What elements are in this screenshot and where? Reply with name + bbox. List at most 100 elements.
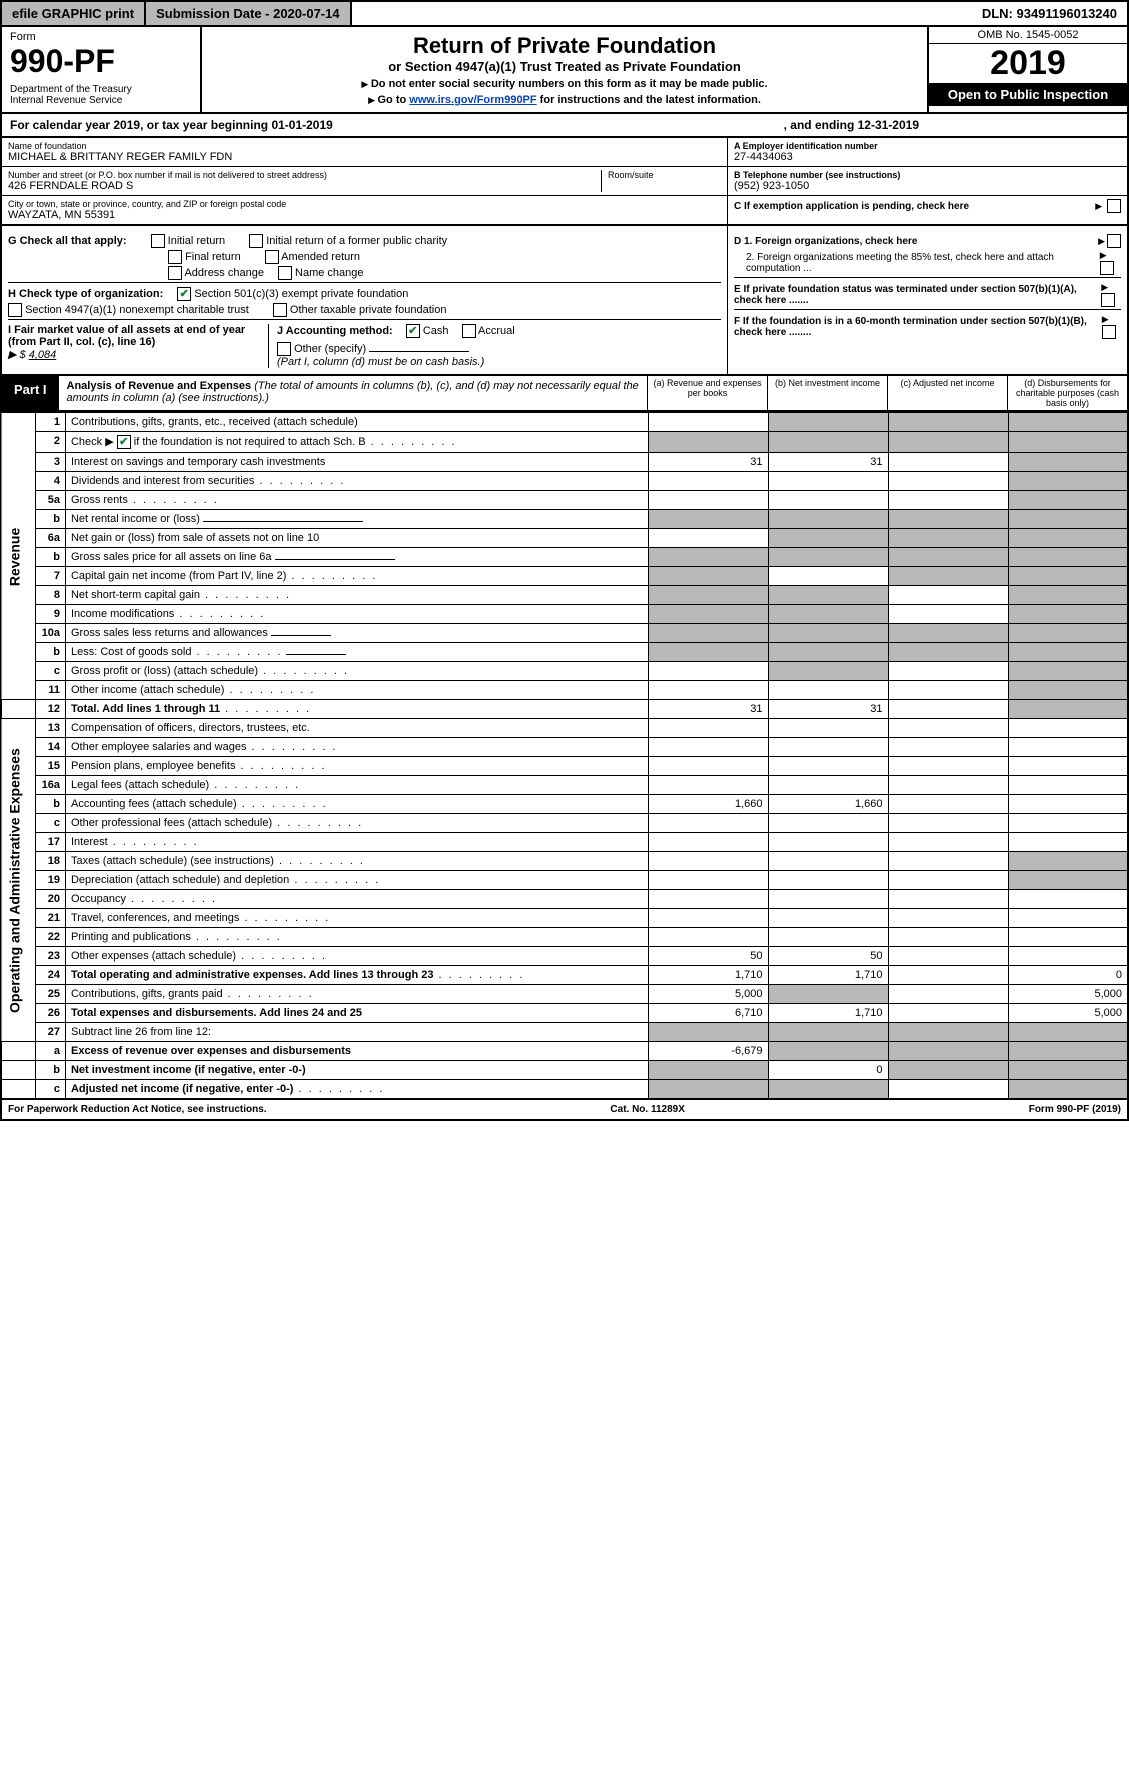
part1-label: Part I bbox=[2, 376, 59, 410]
table-row: bAccounting fees (attach schedule)1,6601… bbox=[1, 795, 1128, 814]
part1-header: Part I Analysis of Revenue and Expenses … bbox=[0, 376, 1129, 412]
table-row: 11Other income (attach schedule) bbox=[1, 681, 1128, 700]
table-row: 16aLegal fees (attach schedule) bbox=[1, 776, 1128, 795]
other-taxable-checkbox[interactable] bbox=[273, 303, 287, 317]
table-row: 10aGross sales less returns and allowanc… bbox=[1, 624, 1128, 643]
table-row: 4Dividends and interest from securities bbox=[1, 472, 1128, 491]
table-row: 6aNet gain or (loss) from sale of assets… bbox=[1, 529, 1128, 548]
table-row: 7Capital gain net income (from Part IV, … bbox=[1, 567, 1128, 586]
page-footer: For Paperwork Reduction Act Notice, see … bbox=[0, 1100, 1129, 1121]
table-row: 9Income modifications bbox=[1, 605, 1128, 624]
table-row: 22Printing and publications bbox=[1, 928, 1128, 947]
table-row: bNet rental income or (loss) bbox=[1, 510, 1128, 529]
form-number: 990-PF bbox=[10, 43, 192, 80]
table-row: 27Subtract line 26 from line 12: bbox=[1, 1023, 1128, 1042]
name-change-checkbox[interactable] bbox=[278, 266, 292, 280]
table-row: 5aGross rents bbox=[1, 491, 1128, 510]
sch-b-checkbox[interactable] bbox=[117, 435, 131, 449]
foundation-address-row: Number and street (or P.O. box number if… bbox=[2, 167, 727, 196]
table-row: 18Taxes (attach schedule) (see instructi… bbox=[1, 852, 1128, 871]
section-g: G Check all that apply: Initial return I… bbox=[8, 234, 721, 248]
table-row: 21Travel, conferences, and meetings bbox=[1, 909, 1128, 928]
table-row: 17Interest bbox=[1, 833, 1128, 852]
table-row: 24Total operating and administrative exp… bbox=[1, 966, 1128, 985]
other-method-checkbox[interactable] bbox=[277, 342, 291, 356]
calendar-end: , and ending 12-31-2019 bbox=[784, 118, 919, 132]
e-checkbox[interactable] bbox=[1101, 293, 1115, 307]
calendar-year-row: For calendar year 2019, or tax year begi… bbox=[0, 114, 1129, 138]
table-row: 8Net short-term capital gain bbox=[1, 586, 1128, 605]
form-number-block: Form 990-PF Department of the Treasury I… bbox=[2, 27, 202, 112]
efile-print-button[interactable]: efile GRAPHIC print bbox=[2, 2, 146, 25]
table-row: cOther professional fees (attach schedul… bbox=[1, 814, 1128, 833]
expenses-side-label: Operating and Administrative Expenses bbox=[1, 719, 35, 1042]
table-row: 19Depreciation (attach schedule) and dep… bbox=[1, 871, 1128, 890]
d2-row: 2. Foreign organizations meeting the 85%… bbox=[734, 250, 1121, 275]
form-page-ref: Form 990-PF (2019) bbox=[1029, 1104, 1121, 1115]
phone-row: B Telephone number (see instructions) (9… bbox=[728, 167, 1127, 196]
table-row: 15Pension plans, employee benefits bbox=[1, 757, 1128, 776]
table-row: bLess: Cost of goods sold bbox=[1, 643, 1128, 662]
revenue-side-label: Revenue bbox=[1, 413, 35, 700]
501c3-checkbox[interactable] bbox=[177, 287, 191, 301]
f-row: F If the foundation is in a 60-month ter… bbox=[734, 309, 1121, 339]
form-label: Form bbox=[10, 31, 192, 43]
address-change-checkbox[interactable] bbox=[168, 266, 182, 280]
table-row: bNet investment income (if negative, ent… bbox=[1, 1061, 1128, 1080]
d1-row: D 1. Foreign organizations, check here bbox=[734, 234, 1121, 248]
f-checkbox[interactable] bbox=[1102, 325, 1116, 339]
col-a-header: (a) Revenue and expenses per books bbox=[647, 376, 767, 410]
d1-checkbox[interactable] bbox=[1107, 234, 1121, 248]
initial-return-checkbox[interactable] bbox=[151, 234, 165, 248]
section-j: J Accounting method: Cash Accrual Other … bbox=[268, 324, 721, 368]
form-header: Form 990-PF Department of the Treasury I… bbox=[0, 27, 1129, 114]
foundation-name: MICHAEL & BRITTANY REGER FAMILY FDN bbox=[8, 151, 721, 163]
table-row: aExcess of revenue over expenses and dis… bbox=[1, 1042, 1128, 1061]
4947a1-checkbox[interactable] bbox=[8, 303, 22, 317]
table-row: Operating and Administrative Expenses 13… bbox=[1, 719, 1128, 738]
d2-checkbox[interactable] bbox=[1100, 261, 1114, 275]
amended-return-checkbox[interactable] bbox=[265, 250, 279, 264]
fmv-value: 4,084 bbox=[29, 349, 57, 361]
table-row: Revenue 1 Contributions, gifts, grants, … bbox=[1, 413, 1128, 432]
part1-desc: Analysis of Revenue and Expenses (The to… bbox=[59, 376, 647, 410]
options-block: G Check all that apply: Initial return I… bbox=[0, 226, 1129, 376]
open-to-public-badge: Open to Public Inspection bbox=[929, 83, 1127, 106]
year-block: OMB No. 1545-0052 2019 Open to Public In… bbox=[927, 27, 1127, 112]
table-row: 26Total expenses and disbursements. Add … bbox=[1, 1004, 1128, 1023]
foundation-name-row: Name of foundation MICHAEL & BRITTANY RE… bbox=[2, 138, 727, 167]
form-title-block: Return of Private Foundation or Section … bbox=[202, 27, 927, 112]
accrual-checkbox[interactable] bbox=[462, 324, 476, 338]
table-row: 14Other employee salaries and wages bbox=[1, 738, 1128, 757]
form-instruction-1: Do not enter social security numbers on … bbox=[212, 78, 917, 90]
cat-number: Cat. No. 11289X bbox=[610, 1104, 684, 1115]
e-row: E If private foundation status was termi… bbox=[734, 277, 1121, 307]
cash-checkbox[interactable] bbox=[406, 324, 420, 338]
form-instruction-2: Go to www.irs.gov/Form990PF for instruct… bbox=[212, 94, 917, 106]
table-row: cGross profit or (loss) (attach schedule… bbox=[1, 662, 1128, 681]
exemption-row: C If exemption application is pending, c… bbox=[728, 196, 1127, 216]
ein-row: A Employer identification number 27-4434… bbox=[728, 138, 1127, 167]
foundation-info: Name of foundation MICHAEL & BRITTANY RE… bbox=[0, 138, 1129, 226]
section-i: I Fair market value of all assets at end… bbox=[8, 324, 268, 368]
col-b-header: (b) Net investment income bbox=[767, 376, 887, 410]
table-row: 3Interest on savings and temporary cash … bbox=[1, 453, 1128, 472]
exemption-checkbox[interactable] bbox=[1107, 199, 1121, 213]
tax-year: 2019 bbox=[929, 44, 1127, 83]
paperwork-notice: For Paperwork Reduction Act Notice, see … bbox=[8, 1104, 267, 1115]
col-c-header: (c) Adjusted net income bbox=[887, 376, 1007, 410]
phone-value: (952) 923-1050 bbox=[734, 180, 1121, 192]
final-return-checkbox[interactable] bbox=[168, 250, 182, 264]
col-d-header: (d) Disbursements for charitable purpose… bbox=[1007, 376, 1127, 410]
form-subtitle: or Section 4947(a)(1) Trust Treated as P… bbox=[212, 59, 917, 74]
section-h: H Check type of organization: Section 50… bbox=[8, 282, 721, 301]
foundation-city-row: City or town, state or province, country… bbox=[2, 196, 727, 224]
dln-label: DLN: 93491196013240 bbox=[972, 2, 1127, 25]
dept-label: Department of the Treasury Internal Reve… bbox=[10, 84, 192, 106]
table-row: 12Total. Add lines 1 through 11 3131 bbox=[1, 700, 1128, 719]
submission-date-button[interactable]: Submission Date - 2020-07-14 bbox=[146, 2, 352, 25]
form990pf-link[interactable]: www.irs.gov/Form990PF bbox=[409, 94, 536, 106]
table-row: 2 Check ▶ if the foundation is not requi… bbox=[1, 432, 1128, 453]
initial-former-checkbox[interactable] bbox=[249, 234, 263, 248]
table-row: 20Occupancy bbox=[1, 890, 1128, 909]
